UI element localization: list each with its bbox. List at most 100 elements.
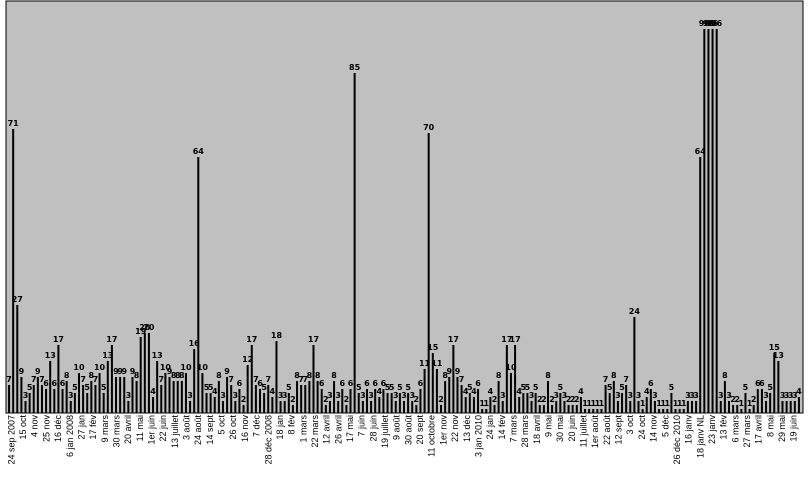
bar-value-label: 85 <box>349 63 361 72</box>
x-tick-label: 3 jan 2010 <box>473 415 483 457</box>
bar-value-label: 8 <box>442 371 448 380</box>
bar-value-label: 6 <box>381 379 387 388</box>
bar <box>110 345 113 413</box>
bar <box>180 381 183 413</box>
bar-value-label: 5 <box>261 383 267 392</box>
bar-value-label: 5 <box>208 383 214 392</box>
bar <box>518 397 521 413</box>
x-tick-label: 13 fév <box>719 415 729 440</box>
bar-value-label: 9 <box>113 367 119 376</box>
bar-value-label: 5 <box>84 383 90 392</box>
bar-value-label: 9 <box>35 367 41 376</box>
bar-value-label: 3 <box>529 391 535 400</box>
bar <box>378 397 381 413</box>
bar-value-label: 1 <box>599 399 605 408</box>
bar-value-label: 6 <box>319 379 325 388</box>
x-tick-label: 22 mars <box>310 415 320 448</box>
bar-value-label: 13 <box>45 351 56 360</box>
bar <box>291 405 294 413</box>
x-tick-label: 22 août <box>602 415 612 446</box>
bar-value-label: 1 <box>677 399 683 408</box>
x-tick-label: 5 oct <box>217 415 227 435</box>
bar-value-label: 6 <box>237 379 243 388</box>
bar <box>217 381 220 413</box>
bar <box>538 405 541 413</box>
bar-value-label: 8 <box>545 371 551 380</box>
bar <box>740 409 743 413</box>
bar <box>682 409 685 413</box>
x-tick-label: 20 juin <box>567 415 577 442</box>
bar-value-label: 6 <box>364 379 370 388</box>
bar-value-label: 10 <box>94 363 106 372</box>
bar-value-label: 64 <box>193 147 205 156</box>
bar-value-label: 8 <box>294 371 300 380</box>
bar-value-label: 7 <box>623 375 629 384</box>
bar-value-label: 5 <box>101 383 107 392</box>
bar-value-label: 4 <box>463 387 469 396</box>
bar <box>637 401 640 413</box>
bar-value-label: 7 <box>253 375 259 384</box>
bar <box>106 361 109 413</box>
bar <box>666 409 669 413</box>
bar <box>131 377 134 413</box>
bar-value-label: 8 <box>315 371 321 380</box>
bar <box>427 133 430 413</box>
x-tick-label: 17 fév <box>88 415 98 440</box>
bar <box>205 393 208 413</box>
bar-value-label: 17 <box>501 335 512 344</box>
bar-value-label: 4 <box>644 387 650 396</box>
bar <box>263 393 266 413</box>
bar <box>139 337 142 413</box>
bar-value-label: 10 <box>505 363 517 372</box>
bar-value-label: 1 <box>586 399 592 408</box>
bar-value-label: 2 <box>541 395 547 404</box>
x-tick-label: 19 juillet <box>380 415 390 449</box>
bar-value-label: 3 <box>562 391 568 400</box>
x-tick-label: 26 oct <box>228 415 238 440</box>
bar-value-label: 9 <box>117 367 123 376</box>
x-tick-label: 28 mars <box>520 415 530 448</box>
bar <box>304 385 307 413</box>
bar <box>73 393 76 413</box>
bar <box>489 397 492 413</box>
bar <box>452 345 455 413</box>
bar <box>160 385 163 413</box>
bar-value-label: 17 <box>448 335 459 344</box>
bar <box>419 389 422 413</box>
bar-value-label: 3 <box>187 391 193 400</box>
bar <box>197 157 200 413</box>
bar-value-label: 2 <box>734 395 740 404</box>
bar-value-label: 3 <box>233 391 239 400</box>
bar-value-label: 96 <box>707 19 719 28</box>
bar <box>123 377 126 413</box>
bar-value-label: 8 <box>722 371 728 380</box>
bar <box>65 381 68 413</box>
bar-value-label: 11 <box>419 359 431 368</box>
bar <box>242 405 245 413</box>
bar <box>481 409 484 413</box>
bar-value-label: 5 <box>521 383 527 392</box>
bar-value-label: 2 <box>344 395 350 404</box>
bar <box>493 405 496 413</box>
x-tick-label: 22 nov <box>450 415 460 443</box>
bar <box>744 393 747 413</box>
bar <box>715 29 718 413</box>
bar <box>633 317 636 413</box>
bar-value-label: 24 <box>629 307 641 316</box>
bar-value-label: 8 <box>307 371 313 380</box>
bar <box>341 389 344 413</box>
bar <box>596 409 599 413</box>
bar <box>403 401 405 413</box>
bar <box>777 361 780 413</box>
bar-value-label: 96 <box>703 19 715 28</box>
bar <box>238 389 241 413</box>
bar <box>497 381 500 413</box>
bar-value-label: 5 <box>767 383 773 392</box>
bar-value-label: 5 <box>72 383 78 392</box>
bar <box>8 385 11 413</box>
bar <box>275 341 278 413</box>
bar <box>90 381 93 413</box>
bar-value-label: 10 <box>160 363 172 372</box>
x-tick-label: 20 avril <box>123 415 133 444</box>
